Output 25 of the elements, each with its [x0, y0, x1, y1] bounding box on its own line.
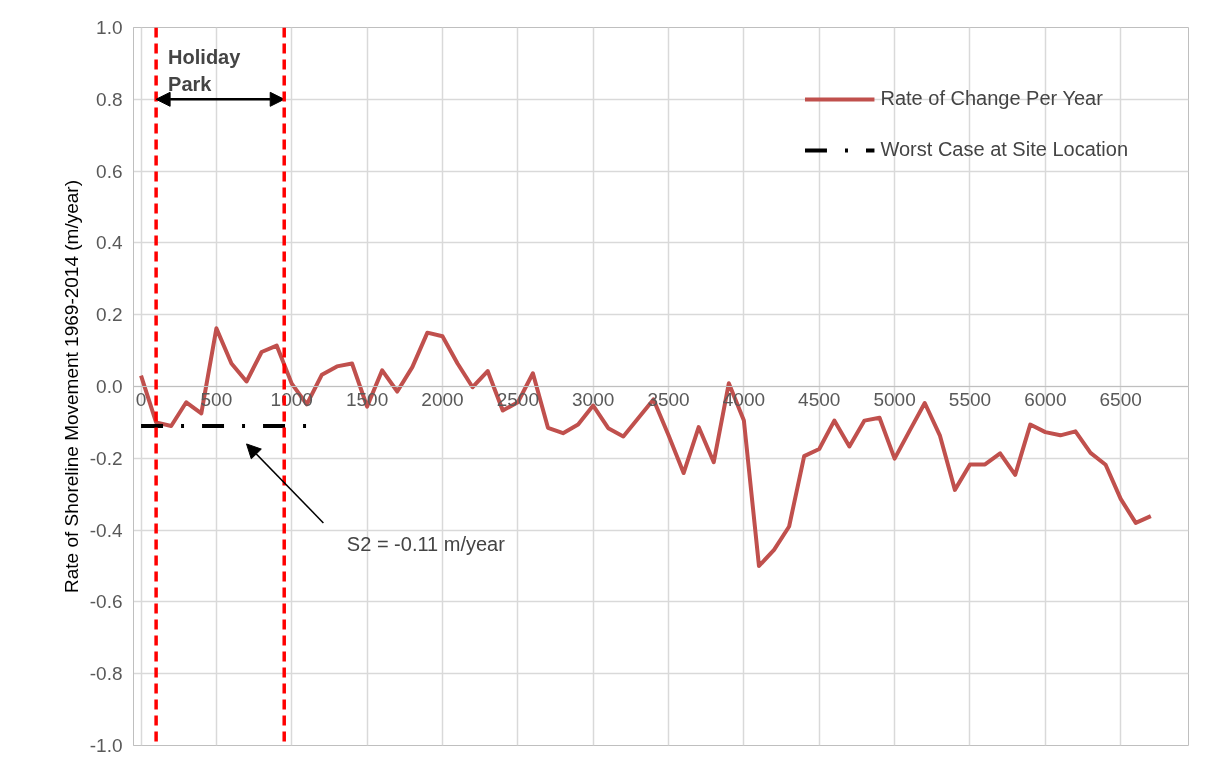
y-tick-label: 1.0 [96, 17, 123, 38]
x-tick-label: 2000 [421, 388, 464, 410]
y-tick-label: 0.2 [96, 304, 123, 326]
x-tick-label: 6500 [1099, 388, 1142, 410]
y-tick-label: 0.6 [96, 160, 123, 182]
x-tick-label: 3500 [647, 388, 690, 410]
legend-label: Worst Case at Site Location [880, 138, 1128, 161]
y-tick-label: 0.4 [96, 232, 123, 254]
y-tick-label: -0.8 [89, 663, 123, 685]
ref-line-label: Holiday Park [168, 45, 242, 96]
legend-label: Rate of Change Per Year [880, 87, 1103, 110]
y-tick-label: -1.0 [89, 735, 123, 756]
y-axis-title: Rate of Shoreline Movement 1969-2014 (m/year) [60, 180, 82, 593]
y-tick-label: -0.2 [89, 447, 123, 469]
x-tick-label: 4500 [798, 388, 841, 410]
y-tick-label: -0.6 [89, 591, 123, 613]
x-tick-label: 5000 [873, 388, 916, 410]
annotation: S2 = -0.11 m/year [346, 533, 506, 556]
y-tick-label: 0.8 [96, 88, 123, 110]
x-tick-label: 0 [135, 388, 147, 410]
x-tick-label: 5500 [948, 388, 992, 410]
x-tick-label: 3000 [572, 388, 615, 410]
x-tick-label: 6000 [1024, 388, 1067, 410]
y-tick-label: -0.4 [89, 519, 123, 541]
y-tick-label: 0.0 [96, 376, 123, 397]
